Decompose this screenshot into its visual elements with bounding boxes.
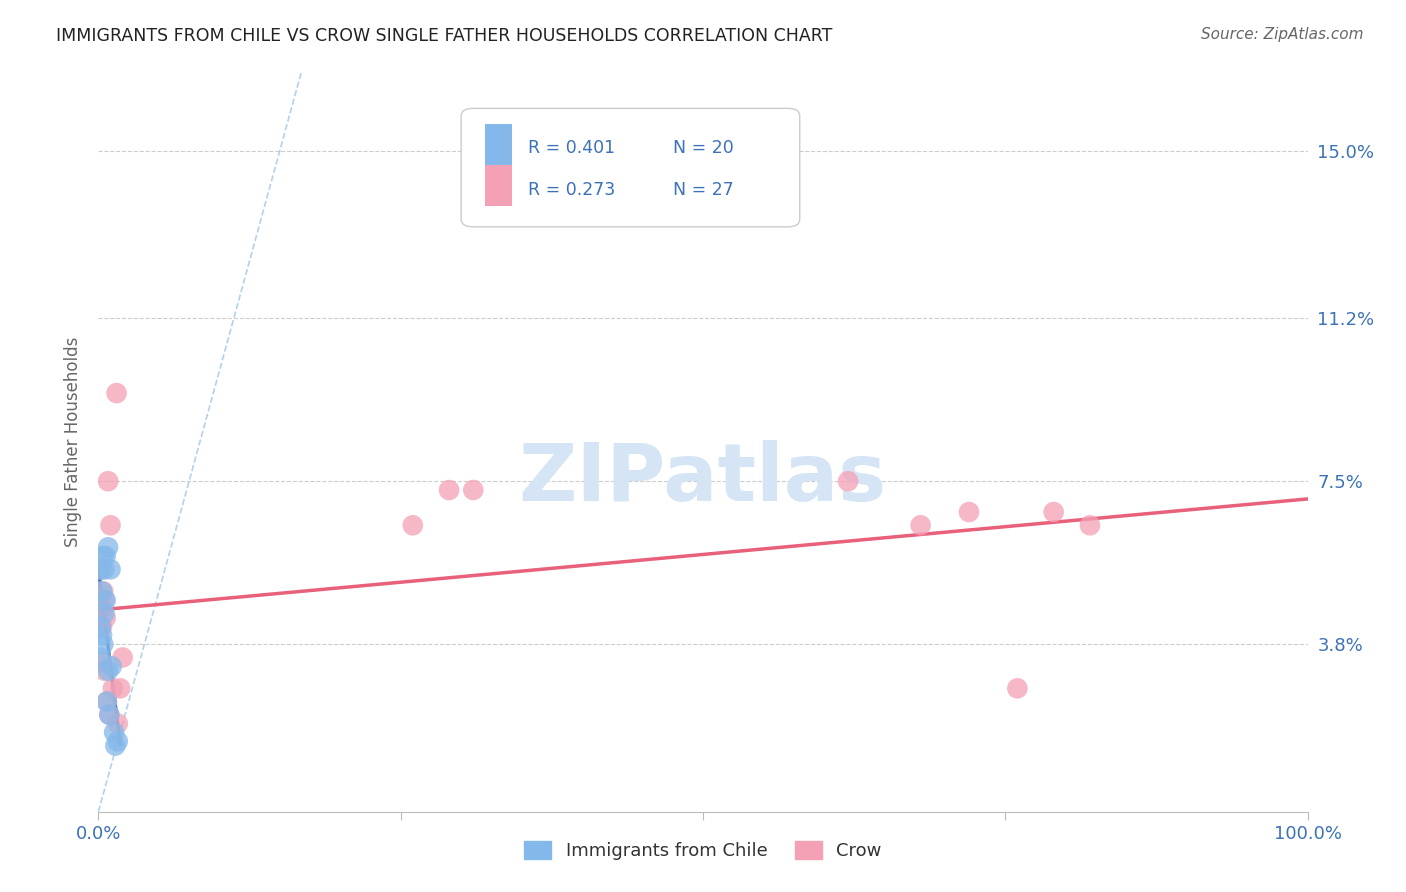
Point [100,518,122,533]
Point [1078,518,1101,533]
Point [93,593,115,607]
Text: IMMIGRANTS FROM CHILE VS CROW SINGLE FATHER HOUSEHOLDS CORRELATION CHART: IMMIGRANTS FROM CHILE VS CROW SINGLE FAT… [56,27,832,45]
Text: N = 20: N = 20 [672,139,734,157]
Point [91,628,114,642]
Point [104,739,127,753]
Point [103,725,125,739]
Point [91,637,114,651]
Text: N = 27: N = 27 [672,181,734,199]
Point [89,593,111,607]
Text: R = 0.401: R = 0.401 [527,139,614,157]
Point [90,655,112,669]
Point [910,518,932,533]
Point [93,664,115,678]
Point [107,734,129,748]
Point [105,386,128,401]
Point [90,619,112,633]
Point [96,694,118,708]
Point [957,505,980,519]
Text: Source: ZipAtlas.com: Source: ZipAtlas.com [1201,27,1364,42]
Point [97,664,120,678]
Point [96,694,118,708]
Point [837,474,859,488]
Point [89,562,111,576]
Point [90,602,112,616]
Point [93,607,115,621]
Legend: Immigrants from Chile, Crow: Immigrants from Chile, Crow [516,832,890,870]
Point [91,549,114,563]
Point [94,593,117,607]
Point [402,518,425,533]
Point [100,659,122,673]
Text: ZIPatlas: ZIPatlas [519,440,887,517]
Point [90,650,112,665]
Point [98,707,121,722]
Point [100,562,122,576]
Point [101,681,124,696]
Point [94,611,117,625]
Point [107,716,129,731]
Text: R = 0.273: R = 0.273 [527,181,614,199]
Point [98,707,121,722]
FancyBboxPatch shape [485,124,512,165]
Point [463,483,485,497]
Point [93,562,115,576]
Point [1042,505,1064,519]
Point [97,474,120,488]
Point [91,584,114,599]
Point [1007,681,1029,696]
FancyBboxPatch shape [461,108,800,227]
Point [91,619,114,633]
FancyBboxPatch shape [485,165,512,206]
Point [437,483,460,497]
Point [91,562,114,576]
Point [94,549,117,563]
Y-axis label: Single Father Households: Single Father Households [63,336,82,547]
Point [97,541,120,555]
Point [91,584,114,599]
Point [108,681,131,696]
Point [111,650,134,665]
